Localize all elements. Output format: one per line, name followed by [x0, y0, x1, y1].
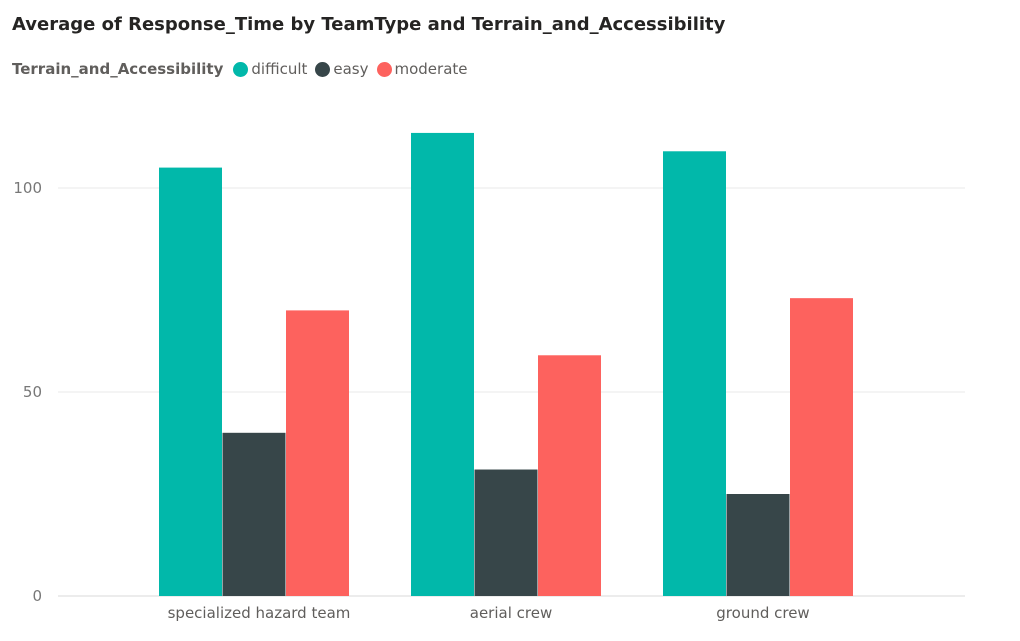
y-tick-label-100: 100 [13, 179, 42, 197]
bar-easy-1 [474, 469, 538, 596]
chart-title: Average of Response_Time by TeamType and… [12, 14, 726, 35]
x-tick-label-0: specialized hazard team [168, 604, 351, 622]
x-tick-label-2: ground crew [716, 604, 809, 622]
y-tick-label-50: 50 [23, 383, 42, 401]
legend-title: Terrain_and_Accessibility [12, 60, 224, 78]
legend-label-easy: easy [333, 60, 369, 78]
legend-label-moderate: moderate [394, 60, 468, 78]
x-tick-label-1: aerial crew [470, 604, 552, 622]
legend-marker-difficult [233, 61, 249, 77]
bar-difficult-0 [159, 167, 222, 596]
y-tick-label-0: 0 [32, 587, 42, 605]
legend-item-moderate[interactable]: moderate [376, 60, 468, 78]
bar-moderate-1 [538, 355, 601, 596]
bar-difficult-1 [411, 132, 474, 597]
legend-label-difficult: difficult [251, 60, 308, 78]
bar-easy-2 [726, 494, 790, 596]
legend-item-difficult[interactable]: difficult [233, 60, 307, 78]
bar-easy-0 [222, 432, 286, 596]
bar-moderate-0 [286, 310, 349, 596]
bar-moderate-2 [790, 298, 853, 596]
legend-item-easy[interactable]: easy [315, 60, 369, 78]
bar-difficult-2 [663, 151, 726, 596]
legend-marker-easy [315, 61, 331, 77]
legend-marker-moderate [376, 61, 392, 77]
legend: Terrain_and_Accessibility difficult easy… [12, 58, 476, 80]
